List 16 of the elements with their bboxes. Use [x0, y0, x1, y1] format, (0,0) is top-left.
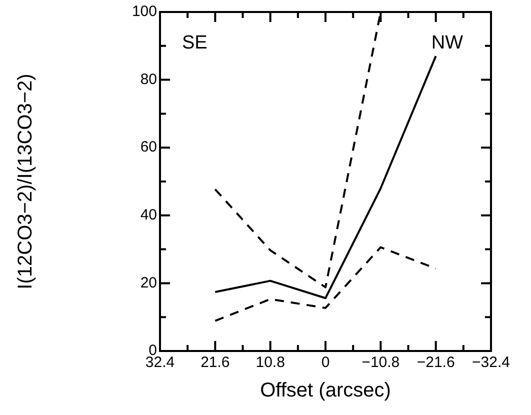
x-tick-label: 0: [321, 354, 330, 372]
x-tick-label: −10.8: [362, 354, 400, 372]
x-axis-title: Offset (arcsec): [260, 380, 391, 402]
y-tick-label: 60: [140, 138, 157, 156]
x-tick-label: 10.8: [256, 354, 285, 372]
y-tick-label: 100: [132, 3, 157, 20]
line-series: [214, 246, 437, 322]
x-tick-label: −21.6: [416, 354, 455, 372]
annotation: NW: [431, 32, 464, 54]
y-tick-label: 80: [140, 70, 157, 88]
y-tick-label: 20: [140, 274, 157, 292]
y-axis-title: I(12CO3−2)/I(13CO3−2): [14, 74, 37, 290]
x-tick-label: 21.6: [200, 354, 230, 372]
x-tick-label: −32.4: [472, 354, 510, 372]
y-tick-label: 40: [140, 206, 157, 224]
annotation: SE: [182, 32, 208, 54]
